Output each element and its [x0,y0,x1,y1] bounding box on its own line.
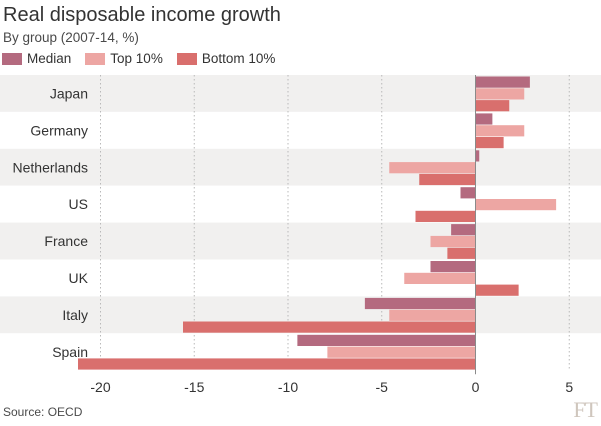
bar-spain-top-10 [327,346,476,358]
legend-label-bottom-10: Bottom 10% [201,51,276,66]
bar-germany-bottom-10 [475,137,504,149]
x-tick-label-5: 5 [565,379,573,395]
x-tick-label-5: -5 [376,379,389,395]
bar-netherlands-bottom-10 [419,173,476,186]
bar-france-top-10 [430,235,476,248]
legend-label-median: Median [27,51,72,66]
category-label-netherlands: Netherlands [13,159,89,175]
bar-germany-median [475,113,493,125]
bar-uk-top-10 [404,272,476,284]
bar-spain-median [297,334,476,346]
bar-uk-median [430,261,476,273]
legend-swatch-top-10 [85,53,106,65]
bar-netherlands-top-10 [389,162,476,174]
bar-italy-top-10 [389,309,476,321]
category-label-germany: Germany [30,122,88,138]
chart-title: Real disposable income growth [3,4,281,26]
category-label-italy: Italy [62,307,88,323]
legend-item-bottom-10: Bottom 10% [176,50,276,68]
bar-japan-top-10 [475,88,525,100]
category-label-france: France [44,233,88,249]
x-tick-label-0: 0 [472,379,480,395]
bar-italy-median [364,297,476,310]
chart-subtitle: By group (2007-14, %) [3,30,139,45]
x-tick-labels: -20 -15 -10 -5 0 5 [90,379,573,395]
x-tick-label-20: -20 [90,379,110,395]
legend-item-median: Median [2,50,71,68]
legend-swatch-median [2,53,22,65]
bar-spain-bottom-10 [78,358,476,370]
bar-us-median [460,187,476,199]
x-tick-label-15: -15 [184,379,204,395]
bar-france-bottom-10 [447,247,476,259]
legend-swatch-bottom-10 [176,53,197,65]
bar-us-top-10 [475,199,557,211]
bars [78,76,557,370]
row-band-france [0,222,601,260]
legend: Median Top 10% Bottom 10% [2,50,289,68]
category-label-spain: Spain [52,344,88,360]
category-label-uk: UK [69,270,89,286]
category-label-us: US [69,196,88,212]
legend-item-top-10: Top 10% [85,50,163,68]
source-note: Source: OECD [3,405,83,419]
row-band-netherlands [0,148,601,186]
bar-us-bottom-10 [415,210,476,222]
x-tick-label-10: -10 [278,379,298,395]
bar-uk-bottom-10 [475,284,519,296]
gridlines [100,75,570,371]
bar-france-median [451,224,476,236]
category-label-japan: Japan [50,85,88,101]
legend-label-top-10: Top 10% [110,51,163,66]
bar-japan-median [475,76,530,88]
bar-netherlands-median [475,150,480,162]
category-labels: Japan Germany Netherlands US France UK Italy Sp… [13,85,89,359]
bar-germany-top-10 [475,125,525,137]
bar-italy-bottom-10 [183,321,476,333]
bar-japan-bottom-10 [475,100,510,112]
ft-logo: FT [573,397,598,422]
